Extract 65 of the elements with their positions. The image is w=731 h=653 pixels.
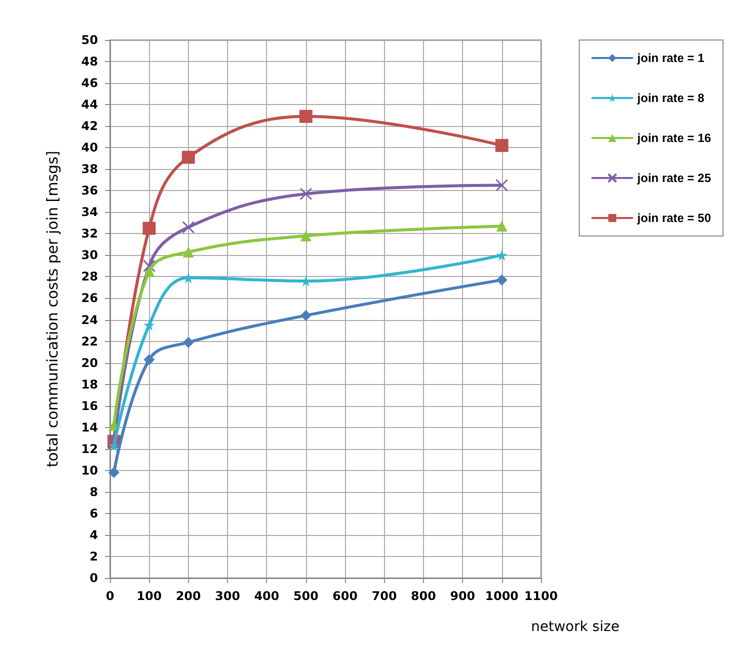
legend-label: join rate = 8 bbox=[636, 91, 705, 105]
x-tick-label: 300 bbox=[215, 589, 240, 603]
point bbox=[142, 222, 156, 235]
point bbox=[142, 260, 156, 272]
y-tick-label: 26 bbox=[81, 291, 98, 306]
point bbox=[182, 220, 195, 234]
x-tick-label: 900 bbox=[450, 589, 476, 603]
y-tick-label: 36 bbox=[81, 184, 98, 198]
y-tick-label: 34 bbox=[81, 205, 98, 220]
y-tick-label: 46 bbox=[81, 76, 98, 90]
y-tick-label: 22 bbox=[81, 334, 98, 348]
point bbox=[299, 110, 312, 123]
x-tick-label: 1100 bbox=[524, 589, 558, 603]
point bbox=[144, 354, 155, 366]
legend-label: join rate = 16 bbox=[636, 131, 712, 145]
point bbox=[496, 274, 508, 286]
y-tick-label: 32 bbox=[81, 226, 98, 241]
y-tick-label: 20 bbox=[81, 356, 98, 370]
y-tick-label: 48 bbox=[81, 54, 98, 69]
point bbox=[108, 467, 120, 478]
y-tick-label: 0 bbox=[90, 571, 98, 585]
point bbox=[182, 150, 195, 164]
x-tick-label: 700 bbox=[372, 589, 397, 603]
y-tick-label: 2 bbox=[90, 549, 98, 564]
legend-label: join rate = 25 bbox=[636, 171, 712, 185]
point bbox=[300, 188, 312, 200]
point bbox=[300, 230, 312, 242]
y-tick-label: 40 bbox=[81, 140, 98, 155]
point bbox=[144, 266, 155, 277]
y-tick-label: 6 bbox=[90, 506, 98, 520]
point bbox=[496, 250, 508, 261]
x-tick-label: 600 bbox=[332, 589, 358, 603]
x-tick-label: 200 bbox=[176, 589, 201, 603]
y-tick-label: 4 bbox=[90, 528, 98, 542]
x-tick-label: 0 bbox=[106, 589, 114, 603]
legend-label: join rate = 50 bbox=[636, 211, 712, 225]
y-tick-label: 44 bbox=[81, 98, 98, 112]
y-tick-label: 10 bbox=[81, 463, 98, 478]
y-tick-label: 28 bbox=[81, 270, 98, 284]
y-tick-label: 14 bbox=[81, 420, 98, 434]
point bbox=[300, 310, 312, 321]
point bbox=[182, 272, 194, 284]
x-tick-label: 500 bbox=[293, 589, 318, 603]
y-tick-label: 18 bbox=[81, 377, 98, 392]
y-axis-title: total communication costs per join [msgs] bbox=[44, 150, 62, 468]
x-tick-label: 800 bbox=[410, 589, 436, 603]
y-tick-label: 30 bbox=[81, 248, 98, 262]
point bbox=[495, 138, 508, 152]
x-tick-label: 100 bbox=[136, 589, 162, 603]
y-tick-label: 12 bbox=[81, 442, 98, 456]
x-axis-title: network size bbox=[531, 619, 620, 635]
point bbox=[144, 320, 155, 331]
y-tick-label: 50 bbox=[81, 33, 98, 47]
y-tick-label: 42 bbox=[81, 119, 98, 134]
y-tick-label: 8 bbox=[90, 484, 98, 499]
y-tick-label: 38 bbox=[81, 162, 98, 176]
y-tick-label: 16 bbox=[81, 398, 98, 413]
point bbox=[182, 336, 194, 348]
x-tick-label: 1000 bbox=[485, 589, 519, 603]
point bbox=[182, 246, 194, 258]
point bbox=[496, 220, 508, 232]
point bbox=[496, 179, 508, 192]
x-tick-label: 400 bbox=[254, 589, 280, 603]
legend-label: join rate = 1 bbox=[636, 51, 705, 65]
y-tick-label: 24 bbox=[81, 312, 98, 327]
